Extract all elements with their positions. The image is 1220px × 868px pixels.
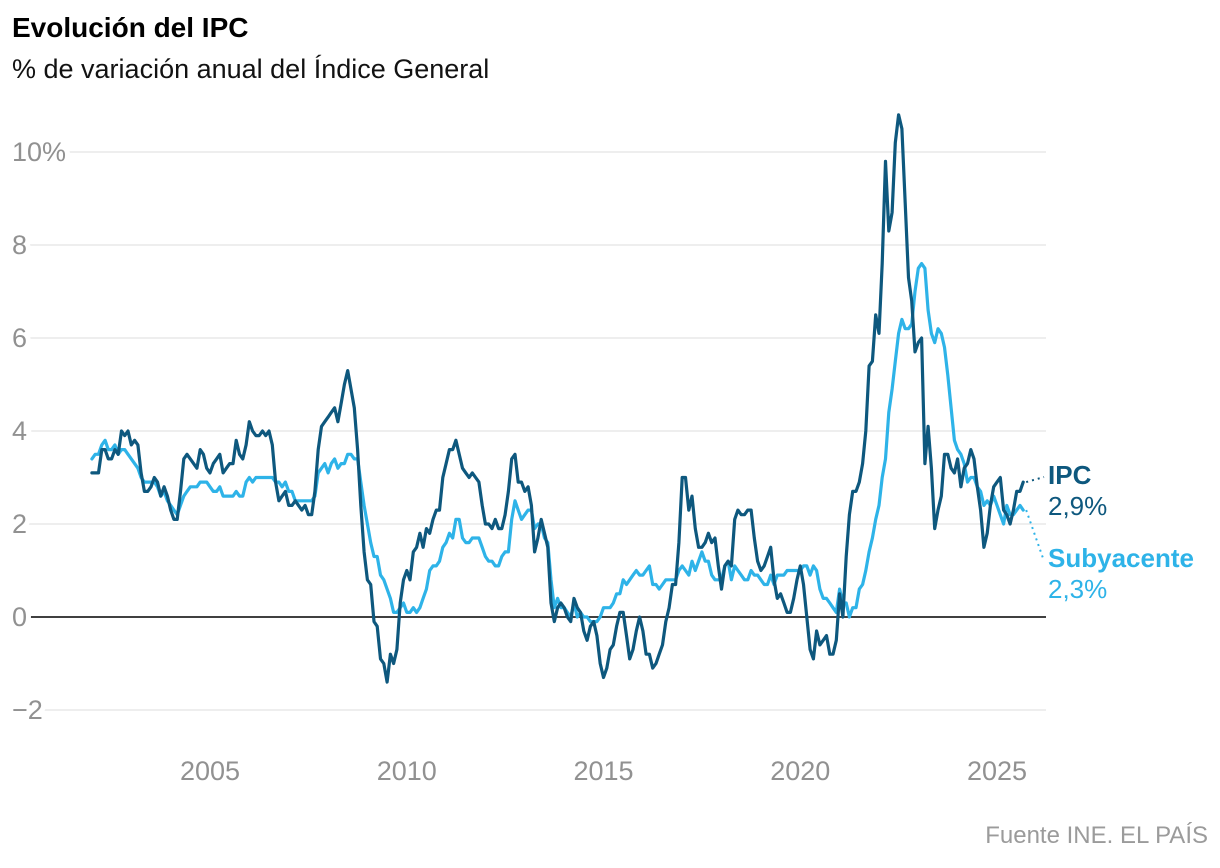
ipc-series-name: IPC xyxy=(1048,460,1092,490)
y-axis-tick-label: −2 xyxy=(12,695,43,725)
y-axis-tick-label: 2 xyxy=(12,509,27,539)
x-axis-tick-label: 2005 xyxy=(180,756,240,786)
x-axis-tick-label: 2025 xyxy=(967,756,1027,786)
subyacente-end-label: Subyacente 2,3% xyxy=(1048,543,1194,605)
y-axis-tick-label: 8 xyxy=(12,230,27,260)
ipc-leader-line xyxy=(1025,476,1045,484)
ipc-end-label: IPC 2,9% xyxy=(1048,460,1107,522)
x-axis-tick-label: 2015 xyxy=(573,756,633,786)
x-axis-tick-label: 2010 xyxy=(377,756,437,786)
subyacente-line xyxy=(90,262,1025,624)
y-axis-tick-label: 6 xyxy=(12,323,27,353)
chart-title: Evolución del IPC xyxy=(12,12,249,43)
y-axis-tick-label: 10% xyxy=(12,137,66,167)
ipc-latest-value: 2,9% xyxy=(1048,491,1108,521)
subyacente-leader-line xyxy=(1025,509,1045,562)
source-credit: Fuente INE. EL PAÍS xyxy=(985,822,1208,849)
ipc-line xyxy=(90,113,1025,684)
y-axis-tick-label: 4 xyxy=(12,416,27,446)
y-axis-tick-label: 0 xyxy=(12,602,27,632)
subyacente-series-name: Subyacente xyxy=(1048,543,1194,573)
x-axis-tick-label: 2020 xyxy=(770,756,830,786)
subyacente-latest-value: 2,3% xyxy=(1048,574,1108,604)
chart-subtitle: % de variación anual del Índice General xyxy=(12,54,490,84)
